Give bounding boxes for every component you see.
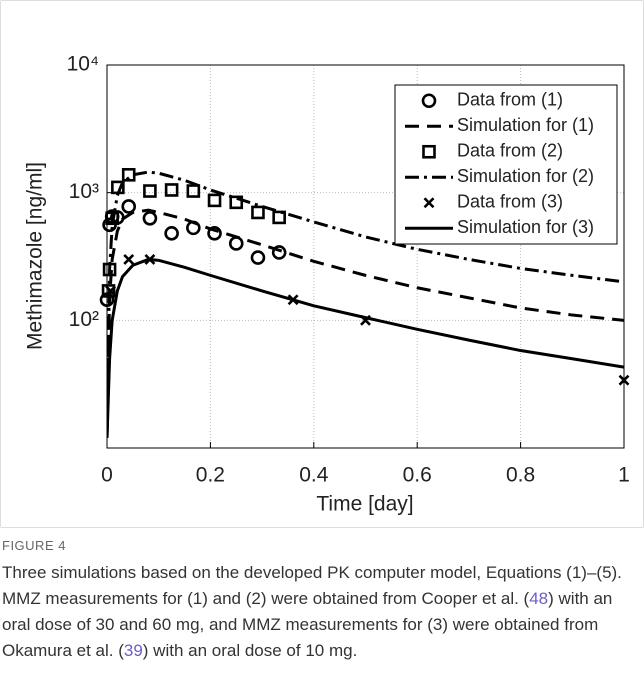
legend-label: Simulation for (2) [457, 166, 594, 186]
y-tick-label: 10⁴ [67, 53, 99, 76]
data-point [207, 226, 222, 241]
data-point [105, 285, 117, 297]
y-tick-label: 10³ [69, 180, 99, 203]
reference-link[interactable]: 39 [123, 641, 143, 660]
legend-label: Data from (1) [457, 90, 563, 110]
plot-frame [106, 64, 625, 449]
legend-label: Data from (2) [457, 141, 563, 161]
data-point [142, 210, 158, 226]
x-axis-label: Time [day] [316, 493, 413, 516]
x-tick-label: 0 [101, 464, 113, 487]
data-point [164, 226, 179, 241]
series-line [107, 257, 624, 438]
data-point [186, 184, 201, 198]
data-point [272, 210, 286, 225]
caption: Three simulations based on the developed… [2, 560, 637, 664]
y-tick-label: 10² [69, 308, 99, 331]
caption-text: Three simulations based on the developed… [2, 563, 622, 608]
legend-box [394, 84, 618, 245]
data-point [121, 199, 137, 214]
reference-link[interactable]: 48 [529, 589, 549, 608]
x-tick-label: 0.4 [299, 464, 329, 487]
data-point [123, 254, 135, 265]
data-point [207, 193, 222, 208]
chart: Time [day] Methimazole [ng/ml] 10² 10³ 10⁴… [24, 53, 630, 516]
caption-text: ) with an oral dose of 30 and 60 mg, and… [2, 589, 613, 660]
data-point [271, 245, 287, 260]
caption-label: FIGURE 4 [2, 538, 66, 553]
x-tick-label: 0.8 [506, 464, 535, 487]
x-tick-label: 0.2 [196, 464, 225, 487]
data-point [229, 195, 244, 210]
series-line [107, 208, 624, 438]
data-point [143, 184, 157, 198]
legend-swatch [423, 197, 435, 209]
x-tick-label: 1 [618, 464, 630, 487]
data-point [251, 205, 265, 220]
series-line [107, 170, 624, 438]
data-point [164, 183, 179, 197]
legend-label: Simulation for (3) [457, 217, 594, 237]
legend-label: Simulation for (1) [457, 115, 594, 135]
x-tick-label: 0.6 [403, 464, 432, 487]
legend-swatch [421, 93, 437, 109]
legend-label: Data from (3) [457, 192, 563, 212]
data-point [250, 250, 266, 265]
y-axis-label: Methimazole [ng/ml] [24, 162, 47, 350]
caption-text: ) with an oral dose of 10 mg. [142, 641, 358, 660]
legend-swatch [422, 144, 436, 159]
